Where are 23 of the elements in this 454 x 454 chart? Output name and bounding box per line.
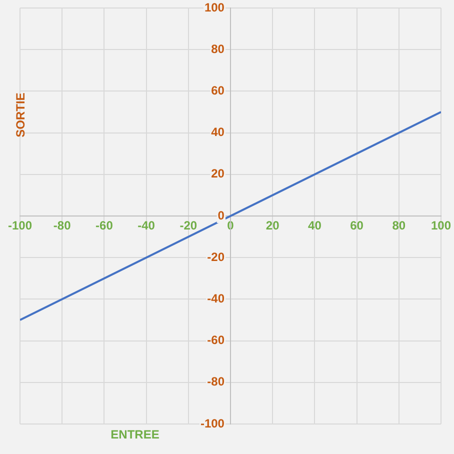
- x-tick-label: -60: [96, 218, 114, 233]
- x-tick-label: -40: [138, 218, 156, 233]
- x-tick-label: -100: [8, 218, 32, 233]
- x-tick-label: 80: [392, 218, 406, 233]
- y-tick-label: 0: [218, 208, 225, 222]
- y-tick-label: 100: [204, 0, 225, 14]
- y-tick-label: 40: [211, 125, 225, 140]
- x-tick-label: -80: [53, 218, 72, 233]
- y-tick-label: 80: [211, 42, 225, 56]
- x-tick-label: 20: [266, 218, 280, 233]
- y-tick-label: -100: [200, 416, 225, 430]
- x-tick-label: 40: [308, 218, 322, 233]
- y-tick-label: -80: [207, 374, 225, 389]
- y-axis-title: SORTIE: [13, 92, 28, 138]
- y-tick-label: -20: [207, 250, 225, 264]
- y-tick-label: -40: [207, 292, 225, 306]
- x-tick-label: 60: [350, 218, 364, 233]
- x-tick-label: 100: [430, 218, 452, 233]
- x-axis-title: ENTREE: [110, 427, 160, 442]
- y-tick-label: -60: [207, 333, 225, 348]
- y-tick-label: 60: [211, 84, 225, 98]
- x-tick-label: -20: [180, 218, 198, 233]
- y-tick-label: 20: [211, 166, 225, 181]
